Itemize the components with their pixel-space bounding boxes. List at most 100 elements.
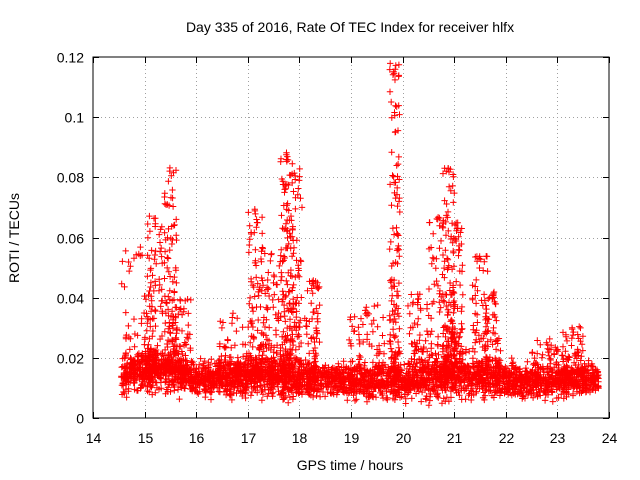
data-point bbox=[245, 350, 253, 357]
data-point bbox=[434, 214, 442, 221]
data-point bbox=[118, 280, 125, 287]
data-point bbox=[276, 262, 283, 270]
data-point bbox=[404, 382, 411, 389]
data-point bbox=[147, 308, 155, 315]
data-point bbox=[118, 373, 125, 380]
data-point bbox=[297, 258, 305, 265]
data-point bbox=[242, 390, 249, 398]
data-point bbox=[379, 377, 386, 384]
data-point bbox=[163, 340, 171, 348]
data-point bbox=[265, 370, 272, 378]
data-point bbox=[267, 257, 274, 265]
data-point bbox=[291, 319, 298, 326]
data-point bbox=[290, 188, 297, 195]
data-point bbox=[250, 283, 257, 291]
data-point bbox=[281, 373, 288, 380]
data-point bbox=[252, 362, 259, 369]
data-point bbox=[482, 362, 489, 369]
data-point bbox=[560, 378, 567, 385]
data-point bbox=[273, 281, 280, 288]
data-point bbox=[559, 358, 567, 365]
data-point bbox=[305, 360, 312, 368]
data-point bbox=[458, 326, 465, 333]
data-point bbox=[302, 322, 310, 330]
data-point bbox=[518, 387, 525, 394]
data-point bbox=[387, 60, 394, 67]
data-point bbox=[252, 262, 260, 269]
data-point bbox=[222, 352, 229, 359]
data-point bbox=[266, 386, 274, 393]
data-point bbox=[369, 393, 376, 400]
data-point bbox=[434, 282, 442, 289]
data-point bbox=[549, 398, 556, 405]
data-point bbox=[390, 380, 398, 387]
data-point bbox=[592, 381, 599, 389]
data-point bbox=[408, 291, 415, 298]
data-point bbox=[478, 366, 485, 373]
data-point bbox=[173, 216, 180, 223]
data-point bbox=[213, 375, 220, 383]
data-point bbox=[246, 236, 253, 243]
data-point bbox=[393, 375, 400, 383]
data-point bbox=[255, 288, 262, 296]
data-point bbox=[122, 335, 130, 342]
data-point bbox=[149, 375, 156, 382]
data-point bbox=[304, 287, 311, 294]
data-point bbox=[272, 311, 279, 318]
data-point bbox=[414, 296, 422, 303]
data-point bbox=[362, 369, 369, 376]
data-point bbox=[509, 382, 516, 389]
data-point bbox=[544, 391, 552, 398]
data-point bbox=[147, 346, 155, 353]
data-point bbox=[388, 98, 395, 106]
data-point bbox=[165, 293, 172, 300]
data-point bbox=[211, 382, 218, 390]
data-point bbox=[390, 283, 397, 290]
data-point bbox=[247, 368, 254, 375]
data-point bbox=[550, 375, 557, 383]
data-point bbox=[357, 353, 364, 361]
data-point bbox=[239, 389, 246, 397]
data-point bbox=[149, 272, 156, 279]
data-point bbox=[447, 318, 454, 325]
data-point bbox=[447, 301, 454, 309]
data-point bbox=[412, 343, 420, 350]
data-point bbox=[156, 239, 164, 246]
data-point bbox=[156, 335, 164, 343]
data-point bbox=[158, 253, 165, 260]
data-point bbox=[497, 347, 504, 354]
data-point bbox=[289, 338, 297, 345]
data-point bbox=[265, 344, 272, 352]
data-point bbox=[275, 374, 283, 381]
data-point bbox=[522, 364, 530, 372]
data-point bbox=[292, 354, 300, 361]
data-point bbox=[156, 276, 163, 283]
data-point bbox=[489, 357, 496, 364]
data-point bbox=[206, 361, 214, 369]
data-point bbox=[442, 379, 449, 386]
data-point bbox=[170, 296, 178, 303]
data-point bbox=[459, 325, 466, 332]
data-point bbox=[180, 308, 187, 315]
data-point bbox=[492, 346, 500, 353]
data-point bbox=[555, 394, 562, 401]
data-point bbox=[328, 370, 335, 377]
data-point bbox=[450, 263, 458, 270]
data-point bbox=[193, 384, 200, 391]
data-point bbox=[450, 199, 457, 206]
data-point bbox=[148, 293, 155, 300]
data-point bbox=[450, 309, 457, 316]
data-point bbox=[540, 366, 547, 374]
data-point bbox=[266, 324, 273, 331]
data-point bbox=[242, 383, 249, 391]
data-point bbox=[503, 367, 510, 375]
data-point bbox=[290, 301, 297, 308]
data-point bbox=[127, 263, 134, 270]
data-point bbox=[433, 363, 440, 371]
data-point bbox=[569, 374, 577, 381]
data-point bbox=[523, 383, 530, 391]
data-point bbox=[167, 194, 175, 201]
data-point bbox=[149, 327, 157, 335]
data-point bbox=[371, 364, 379, 371]
data-point bbox=[228, 396, 236, 404]
